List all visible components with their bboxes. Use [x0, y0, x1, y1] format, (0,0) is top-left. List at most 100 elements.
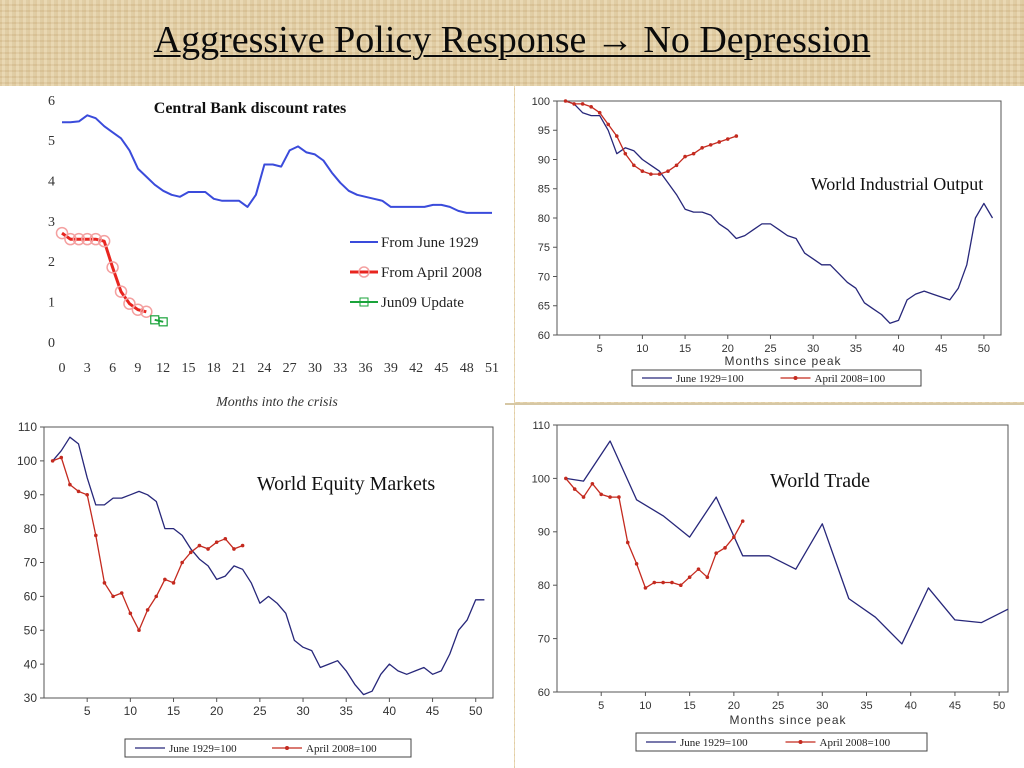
x-tick-label: 40 — [905, 700, 917, 712]
data-point — [687, 575, 692, 579]
world-trade-svg: 60 70 80 90 100 110 5 10 15 20 25 30 35 40 45 50 World T… — [532, 420, 1009, 752]
equity-markets-svg: 30 40 50 60 70 80 90 100 110 5 10 15 20 25 30 35 40 45 50 W… — [17, 420, 494, 758]
data-point — [197, 543, 202, 548]
data-point — [674, 163, 679, 168]
data-point — [163, 577, 167, 582]
data-point — [634, 562, 639, 566]
data-point — [725, 137, 730, 141]
data-point — [111, 594, 115, 599]
y-tick-label: 90 — [538, 154, 550, 166]
data-point — [589, 105, 593, 109]
x-tick-label: 15 — [679, 343, 691, 355]
data-point — [145, 608, 150, 612]
data-point — [64, 232, 77, 246]
y-tick-label: 40 — [24, 657, 38, 671]
data-point — [617, 495, 621, 499]
y-tick-label: 70 — [24, 556, 38, 570]
x-tick-label: 50 — [469, 704, 483, 718]
data-point — [123, 297, 136, 310]
data-point — [581, 495, 586, 499]
series-line-1 — [62, 114, 492, 214]
y-tick-label: 100 — [532, 473, 550, 485]
y-tick-label: 50 — [24, 623, 38, 637]
data-point — [137, 628, 141, 633]
series-line-1 — [565, 100, 994, 324]
y-tick-label: 3 — [48, 215, 55, 230]
x-tick-label: 40 — [383, 704, 397, 718]
y-tick-label: 100 — [17, 454, 37, 468]
legend-label: June 1929=100 — [169, 743, 237, 755]
y-tick-label: 80 — [538, 213, 550, 225]
data-point — [114, 285, 128, 298]
data-point — [614, 134, 619, 138]
data-point — [85, 492, 89, 497]
x-tick-label: 10 — [636, 343, 648, 355]
legend-label: April 2008=100 — [815, 373, 886, 385]
x-tick-label: 35 — [340, 704, 354, 718]
data-point — [81, 232, 94, 246]
x-tick-label: 5 — [598, 700, 604, 712]
y-tick-label: 30 — [24, 691, 38, 705]
plot-frame — [43, 426, 494, 699]
x-tick-label: 24 — [257, 361, 271, 376]
y-tick-label: 5 — [48, 134, 55, 149]
data-point — [590, 481, 595, 486]
x-tick-label: 18 — [207, 361, 221, 376]
x-tick-label: 0 — [59, 361, 66, 376]
data-point — [652, 580, 657, 585]
data-point — [696, 567, 701, 571]
data-point — [72, 232, 86, 246]
y-tick-label: 60 — [538, 330, 550, 342]
legend-label: From April 2008 — [381, 265, 482, 281]
x-tick-label: 5 — [84, 704, 91, 718]
industrial-output-svg: 60 65 70 75 80 85 90 95 100 5 10 15 20 25 30 35 40 45 50 Wo… — [532, 96, 1002, 387]
y-tick-label: 1 — [48, 296, 55, 311]
x-axis-label: Months into the crisis — [215, 395, 338, 410]
y-tick-label: 80 — [538, 580, 550, 592]
data-point — [632, 163, 636, 168]
y-tick-label: 70 — [538, 633, 550, 645]
x-tick-label: 21 — [232, 361, 246, 376]
data-point — [154, 594, 159, 599]
slide-title: Aggressive Policy Response → No Depressi… — [153, 19, 871, 61]
data-point — [171, 581, 176, 585]
data-point — [232, 547, 236, 551]
y-tick-label: 110 — [532, 420, 550, 432]
x-tick-label: 9 — [134, 361, 141, 376]
plot-frame — [556, 424, 1009, 693]
y-tick-label: 4 — [48, 175, 55, 190]
data-point — [59, 455, 64, 460]
legend-label: April 2008=100 — [306, 743, 377, 755]
x-tick-label: 45 — [935, 343, 947, 355]
y-tick-label: 90 — [24, 488, 38, 502]
x-tick-label: 48 — [460, 361, 474, 376]
y-tick-label: 0 — [48, 336, 55, 351]
x-axis-label: Months since peak — [729, 713, 846, 727]
data-point — [572, 102, 576, 106]
x-tick-label: 25 — [253, 704, 267, 718]
legend-marker — [358, 266, 370, 278]
y-tick-label: 80 — [24, 522, 38, 536]
data-point — [223, 536, 228, 541]
data-point — [740, 519, 745, 523]
data-point — [623, 151, 628, 156]
x-tick-label: 39 — [384, 361, 398, 376]
series-line-2 — [52, 456, 243, 631]
data-point — [188, 550, 193, 555]
panel-divider — [505, 403, 1024, 405]
y-tick-label: 90 — [538, 527, 550, 539]
legend-box — [124, 738, 412, 758]
data-point — [625, 540, 630, 545]
data-point — [723, 546, 727, 550]
world-trade-chart: 60 70 80 90 100 110 5 10 15 20 25 30 35 40 45 50 World T… — [515, 405, 1024, 768]
x-tick-label: 15 — [684, 700, 696, 712]
data-point — [240, 543, 245, 548]
data-point — [657, 172, 662, 176]
data-point — [94, 533, 98, 538]
x-tick-label: 36 — [359, 361, 373, 376]
y-tick-label: 60 — [24, 590, 38, 604]
x-tick-label: 3 — [84, 361, 91, 376]
data-point — [708, 143, 713, 147]
discount-rates-chart: 0 1 2 3 4 5 6 0 3 6 9 12 15 18 21 24 27 30 33 36 39 42 45 48 51 C… — [0, 86, 514, 412]
